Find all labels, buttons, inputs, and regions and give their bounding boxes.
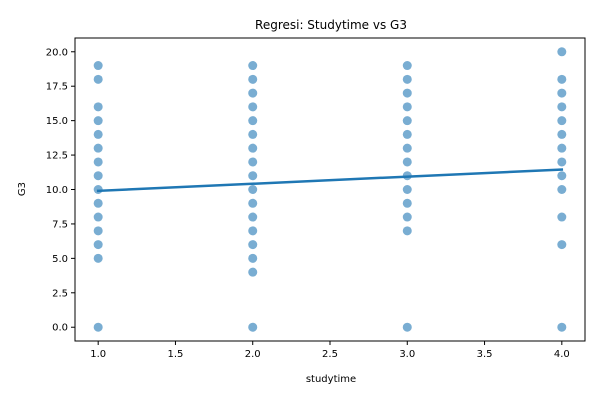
- data-point: [248, 143, 258, 153]
- y-tick-label: 10.0: [46, 185, 68, 196]
- data-point: [248, 253, 258, 263]
- data-point: [248, 61, 258, 71]
- data-point: [248, 198, 258, 208]
- data-point: [248, 116, 258, 126]
- data-point: [557, 143, 567, 153]
- data-point: [93, 226, 103, 236]
- data-point: [93, 198, 103, 208]
- data-point: [557, 157, 567, 167]
- x-tick-label: 1.0: [90, 349, 106, 360]
- data-point: [557, 74, 567, 84]
- data-point: [402, 198, 412, 208]
- data-point: [93, 61, 103, 71]
- data-point: [557, 47, 567, 57]
- data-point: [93, 212, 103, 222]
- data-point: [248, 322, 258, 332]
- data-point: [557, 129, 567, 139]
- data-point: [93, 240, 103, 250]
- x-tick-label: 2.0: [245, 349, 261, 360]
- data-point: [93, 322, 103, 332]
- data-point: [402, 61, 412, 71]
- y-tick-label: 20.0: [46, 47, 68, 58]
- data-point: [557, 116, 567, 126]
- data-point: [93, 157, 103, 167]
- data-point: [93, 74, 103, 84]
- y-axis-label: G3: [17, 182, 28, 196]
- data-point: [248, 171, 258, 181]
- y-tick-label: 17.5: [46, 82, 68, 93]
- data-point: [402, 322, 412, 332]
- data-point: [248, 88, 258, 98]
- data-point: [557, 322, 567, 332]
- data-point: [402, 185, 412, 194]
- data-point: [248, 267, 258, 277]
- data-point: [248, 74, 258, 84]
- x-tick-label: 2.5: [322, 349, 338, 360]
- data-point: [402, 143, 412, 153]
- data-point: [93, 171, 103, 181]
- data-point: [557, 212, 567, 222]
- data-point: [557, 88, 567, 98]
- data-point: [93, 116, 103, 126]
- x-tick-label: 1.5: [168, 349, 184, 360]
- scatter-points: [93, 47, 567, 332]
- data-point: [93, 102, 103, 112]
- data-point: [248, 212, 258, 222]
- data-point: [93, 253, 103, 263]
- y-tick-label: 2.5: [52, 288, 68, 299]
- data-point: [402, 116, 412, 126]
- y-tick-label: 5.0: [52, 254, 68, 265]
- x-tick-label: 4.0: [554, 349, 570, 360]
- data-point: [402, 226, 412, 236]
- data-point: [402, 74, 412, 84]
- data-point: [402, 157, 412, 167]
- data-point: [93, 129, 103, 139]
- data-point: [248, 102, 258, 112]
- data-point: [402, 129, 412, 139]
- y-tick-label: 12.5: [46, 151, 68, 162]
- regression-line: [96, 168, 564, 193]
- y-axis-ticks: 0.0 2.5 5.0 7.5 10.0 12.5 15.0 17.5 20.0: [46, 47, 75, 334]
- data-point: [248, 185, 258, 194]
- data-point: [248, 240, 258, 250]
- data-point: [248, 226, 258, 236]
- data-point: [557, 102, 567, 112]
- data-point: [93, 143, 103, 153]
- y-tick-label: 7.5: [52, 219, 68, 230]
- data-point: [402, 212, 412, 222]
- y-tick-label: 15.0: [46, 116, 68, 127]
- x-axis-ticks: 1.0 1.5 2.0 2.5 3.0 3.5 4.0: [90, 341, 570, 360]
- chart-title: Regresi: Studytime vs G3: [255, 18, 407, 32]
- data-point: [557, 240, 567, 250]
- data-point: [557, 185, 567, 194]
- x-tick-label: 3.0: [399, 349, 415, 360]
- data-point: [248, 157, 258, 167]
- x-tick-label: 3.5: [477, 349, 493, 360]
- x-axis-label: studytime: [306, 374, 356, 385]
- y-tick-label: 0.0: [52, 323, 68, 334]
- data-point: [402, 88, 412, 98]
- data-point: [402, 102, 412, 112]
- data-point: [248, 129, 258, 139]
- data-point: [557, 171, 567, 181]
- regression-line-group: [96, 168, 564, 193]
